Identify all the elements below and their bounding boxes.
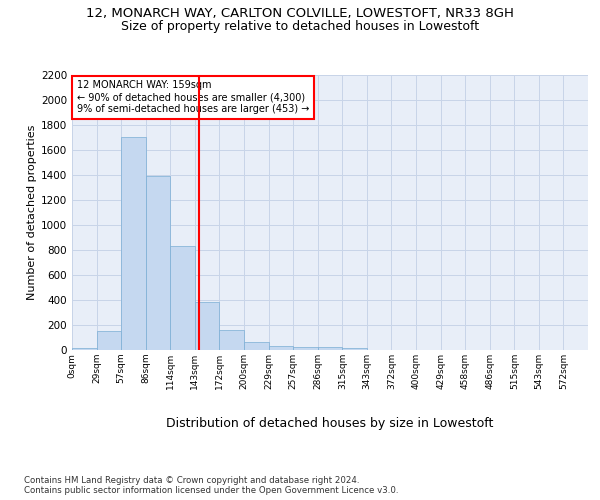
Bar [72,348,97,350]
Text: Contains HM Land Registry data © Crown copyright and database right 2024.
Contai: Contains HM Land Registry data © Crown c… [24,476,398,495]
Text: Distribution of detached houses by size in Lowestoft: Distribution of detached houses by size … [166,418,494,430]
Text: 12 MONARCH WAY: 159sqm
← 90% of detached houses are smaller (4,300)
9% of semi-d: 12 MONARCH WAY: 159sqm ← 90% of detached… [77,80,310,114]
Bar [170,246,195,350]
Bar [269,346,293,350]
Text: Size of property relative to detached houses in Lowestoft: Size of property relative to detached ho… [121,20,479,33]
Bar [342,348,367,350]
Bar [97,330,121,350]
Bar [121,138,146,350]
Bar [146,176,170,350]
Y-axis label: Number of detached properties: Number of detached properties [27,125,37,300]
Bar [195,302,220,350]
Text: 12, MONARCH WAY, CARLTON COLVILLE, LOWESTOFT, NR33 8GH: 12, MONARCH WAY, CARLTON COLVILLE, LOWES… [86,8,514,20]
Bar [220,330,244,350]
Bar [318,346,342,350]
Bar [293,346,318,350]
Bar [244,342,269,350]
